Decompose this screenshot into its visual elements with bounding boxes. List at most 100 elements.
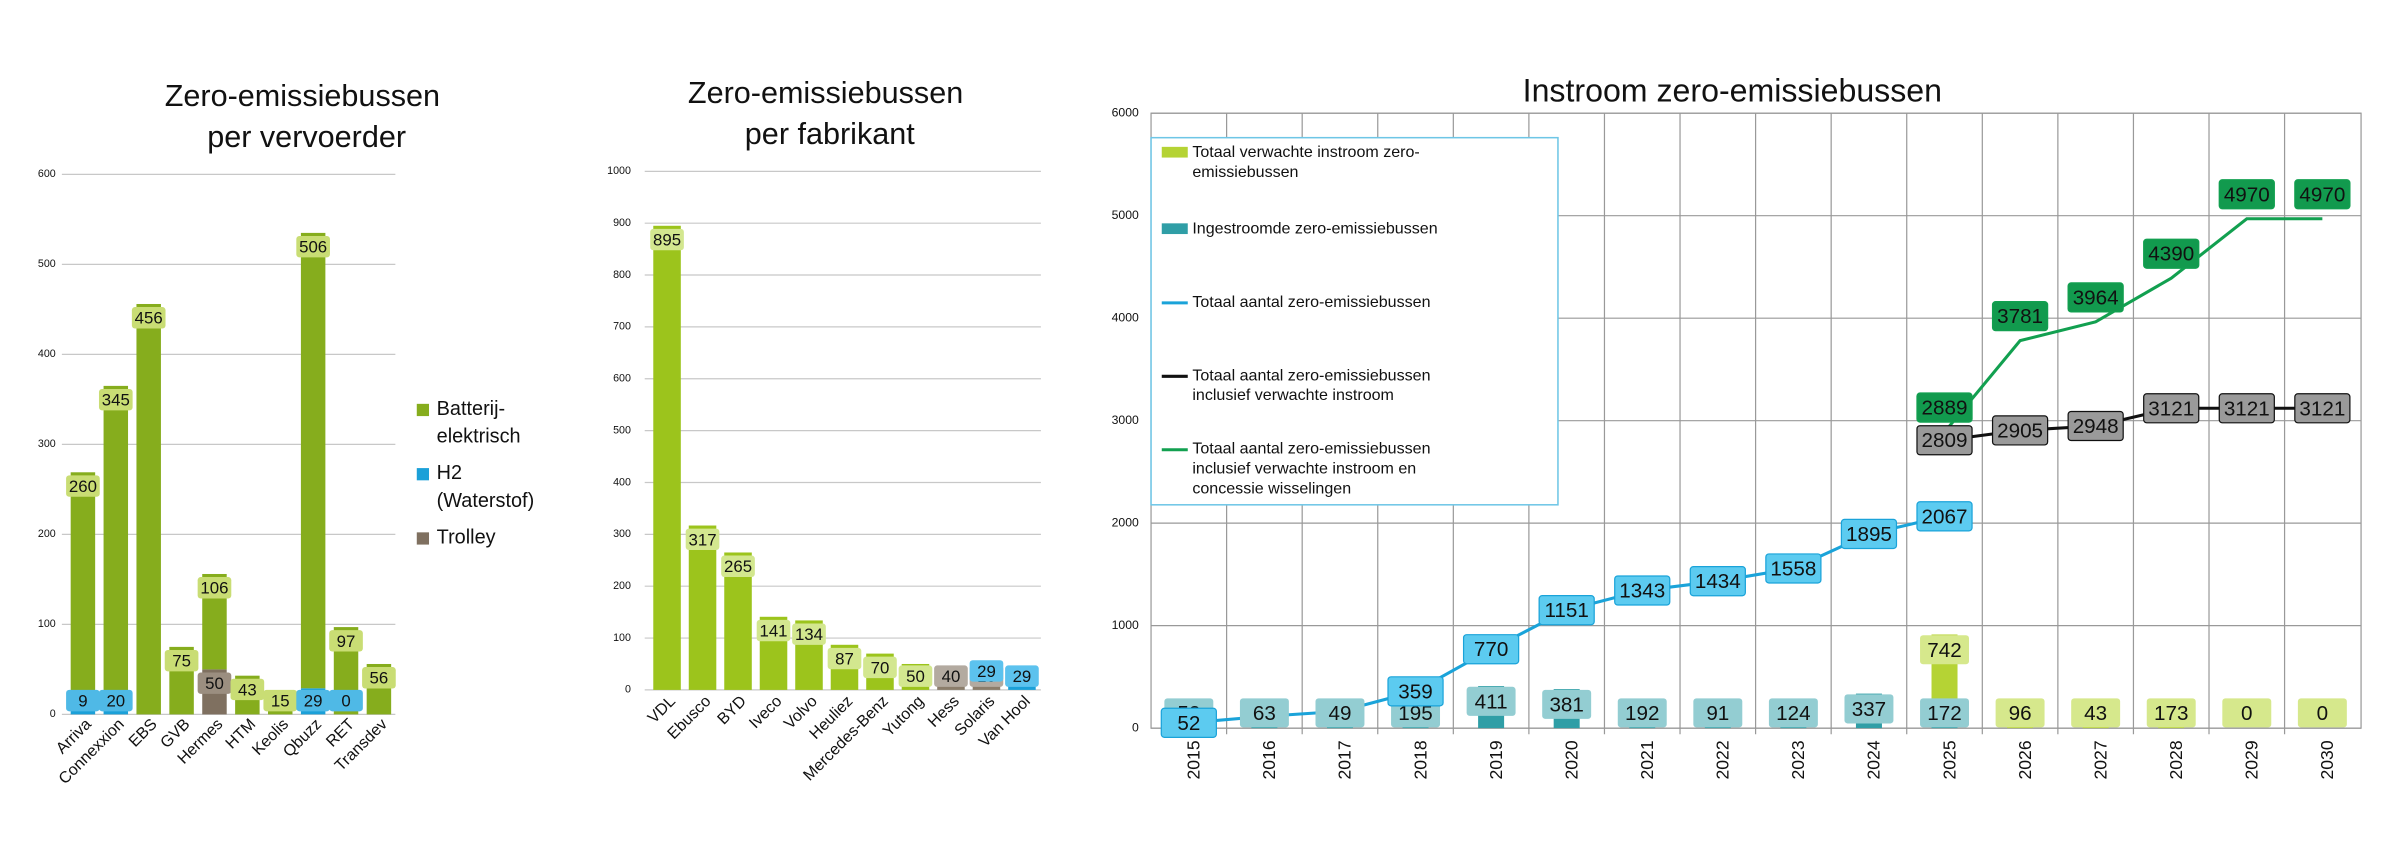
legend-label: Totaal aantal zero-emissiebussen inclusi… xyxy=(1192,440,1435,498)
label-box xyxy=(1920,698,1969,728)
x-tick-label: 2016 xyxy=(1259,740,1279,779)
label-box xyxy=(2297,698,2347,728)
x-tick-label: 2015 xyxy=(1184,740,1204,779)
y-tick-label: 500 xyxy=(613,424,631,436)
label-box xyxy=(362,667,396,689)
label-box xyxy=(1840,518,1898,550)
data-label: 895 xyxy=(653,231,681,250)
data-label: 4970 xyxy=(2224,183,2270,206)
label-box xyxy=(2146,698,2196,728)
label-box xyxy=(1765,553,1822,584)
label-box xyxy=(1005,665,1039,687)
label-box xyxy=(296,689,330,712)
data-label: 317 xyxy=(689,530,717,549)
y-tick-label: 200 xyxy=(613,580,631,592)
label-box xyxy=(1920,635,1969,665)
x-tick-label: 2025 xyxy=(1939,740,1959,779)
chart-title: Zero-emissiebussen per vervoerder xyxy=(165,79,449,154)
label-box xyxy=(1617,698,1667,728)
data-label: 381 xyxy=(1549,693,1583,716)
data-label: 29 xyxy=(977,662,996,681)
x-tick-label: EBS xyxy=(125,715,160,750)
y-tick-label: 300 xyxy=(38,438,56,450)
y-tick-label: 6000 xyxy=(1112,105,1139,119)
data-label: 359 xyxy=(1398,680,1432,703)
label-box xyxy=(1542,689,1592,719)
label-box xyxy=(1991,301,2049,332)
bar xyxy=(70,472,96,707)
bar xyxy=(136,303,161,715)
data-label: 260 xyxy=(69,477,97,496)
data-label: 29 xyxy=(1013,667,1032,686)
x-tick-label: 2017 xyxy=(1335,740,1355,779)
label-box xyxy=(1916,501,1973,532)
legend-label: H2 (Waterstof) xyxy=(437,462,535,512)
data-label: 106 xyxy=(200,579,228,598)
data-label: 1558 xyxy=(1770,557,1816,580)
bar xyxy=(653,225,681,690)
label-box xyxy=(66,475,100,497)
y-tick-label: 4000 xyxy=(1112,310,1139,324)
label-box xyxy=(1315,698,1365,728)
data-label: 3121 xyxy=(2224,397,2270,420)
legend-box xyxy=(1150,136,1559,506)
y-tick-label: 900 xyxy=(613,217,631,229)
y-tick-label: 700 xyxy=(613,321,631,333)
x-tick-label: 2018 xyxy=(1410,740,1430,779)
data-label: 173 xyxy=(2154,702,2188,725)
data-label: 742 xyxy=(1927,639,1961,662)
data-label: 40 xyxy=(942,667,961,686)
label-box xyxy=(2067,282,2124,313)
data-label: 3781 xyxy=(1997,305,2043,328)
data-label: 50 xyxy=(205,674,224,693)
y-tick-label: 2000 xyxy=(1112,515,1139,529)
y-tick-label: 600 xyxy=(38,168,56,180)
label-box xyxy=(2218,179,2275,210)
y-tick-label: 0 xyxy=(50,708,56,720)
label-box xyxy=(329,630,363,652)
legend-swatch xyxy=(1161,223,1188,235)
label-box xyxy=(296,235,330,258)
label-box xyxy=(1614,575,1671,606)
label-box xyxy=(898,665,933,687)
chart-title: Zero-emissiebussen per fabrikant xyxy=(688,76,972,151)
data-label: 456 xyxy=(135,309,163,328)
label-box xyxy=(131,307,166,329)
data-label: 134 xyxy=(795,625,823,644)
data-label: 2948 xyxy=(2073,415,2119,438)
data-label: 345 xyxy=(102,391,130,410)
x-tick-label: 2019 xyxy=(1486,740,1506,779)
data-label: 1434 xyxy=(1695,570,1741,593)
x-tick-label: 2027 xyxy=(2090,740,2110,779)
label-box xyxy=(329,689,363,712)
chart: Zero-emissiebussen per vervoerder0100200… xyxy=(38,79,534,788)
label-box xyxy=(66,689,100,712)
label-box xyxy=(197,577,232,599)
data-label: 124 xyxy=(1776,702,1810,725)
data-label: 96 xyxy=(2009,702,2032,725)
label-box xyxy=(98,388,133,411)
label-box xyxy=(1239,698,1289,728)
data-label: 1895 xyxy=(1846,523,1892,546)
data-label: 770 xyxy=(1474,638,1508,661)
label-box xyxy=(230,678,265,701)
data-label: 52 xyxy=(1177,712,1200,735)
data-label: 4390 xyxy=(2148,243,2194,266)
label-box xyxy=(685,528,720,550)
y-tick-label: 300 xyxy=(613,528,631,540)
data-label: 2889 xyxy=(1922,397,1968,420)
x-tick-label: 2020 xyxy=(1561,740,1581,779)
data-label: 2905 xyxy=(1997,419,2043,442)
y-tick-label: 1000 xyxy=(607,165,631,177)
y-tick-label: 200 xyxy=(38,528,56,540)
data-label: 506 xyxy=(299,238,327,257)
label-box xyxy=(2143,393,2200,424)
y-tick-label: 0 xyxy=(625,684,631,696)
data-label: 29 xyxy=(304,692,323,711)
legend-label: Totaal aantal zero-emissiebussen xyxy=(1192,293,1430,311)
x-tick-label: 2022 xyxy=(1713,740,1733,779)
legend-label: Batterij-elektrisch xyxy=(437,398,521,448)
data-label: 337 xyxy=(1852,698,1886,721)
